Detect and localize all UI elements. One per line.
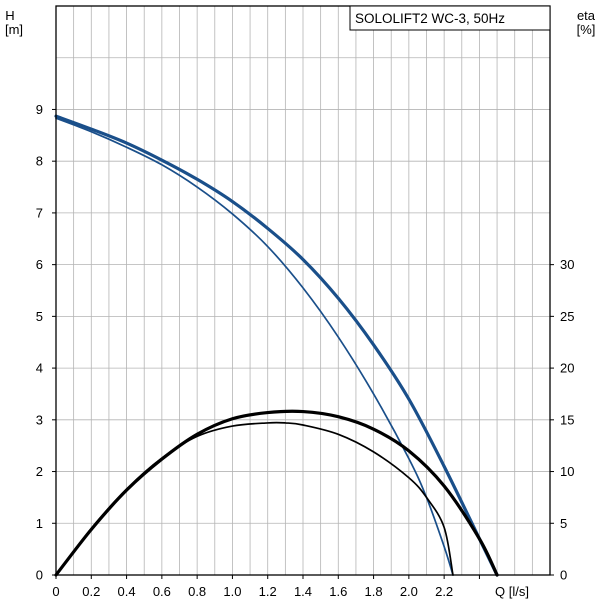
x-tick-label: 0.4 [118, 584, 136, 599]
y-axis-right-title: eta [577, 8, 596, 23]
legend-box: SOLOLIFT2 WC-3, 50Hz [349, 5, 551, 31]
x-tick-label: 2.0 [400, 584, 418, 599]
y-left-tick-label: 0 [36, 568, 43, 583]
x-tick-label: 1.8 [365, 584, 383, 599]
y-right-tick-label: 15 [560, 412, 574, 427]
y-axis-left-unit: [m] [5, 22, 23, 37]
x-tick-label: 0.6 [153, 584, 171, 599]
x-tick-label: 0.8 [188, 584, 206, 599]
y-left-tick-label: 9 [36, 102, 43, 117]
y-right-tick-label: 5 [560, 516, 567, 531]
y-left-tick-label: 1 [36, 516, 43, 531]
y-left-tick-label: 4 [36, 361, 43, 376]
y-right-tick-label: 25 [560, 309, 574, 324]
y-left-tick-label: 8 [36, 154, 43, 169]
efficiency-curve-thin [55, 421, 454, 576]
y-left-tick-label: 5 [36, 309, 43, 324]
y-left-tick-label: 2 [36, 464, 43, 479]
y-right-tick-label: 30 [560, 257, 574, 272]
chart-title: SOLOLIFT2 WC-3, 50Hz [355, 11, 505, 26]
x-tick-label: 1.6 [329, 584, 347, 599]
x-tick-label: 1.2 [259, 584, 277, 599]
x-tick-label: 2.2 [435, 584, 453, 599]
x-tick-label: 1.4 [294, 584, 312, 599]
y-right-tick-label: 0 [560, 568, 567, 583]
y-left-tick-label: 7 [36, 205, 43, 220]
legend-frame [349, 5, 551, 31]
grid-lines [56, 6, 550, 575]
head-curve-thin [55, 117, 454, 576]
y-right-tick-label: 20 [560, 361, 574, 376]
tick-layer: 0 0.2 0.4 0.6 0.8 1.0 1.2 1.4 1.6 1.8 2.0 2.2 0 1 2 3 4 5… [36, 102, 575, 599]
y-axis-left-title: H [5, 8, 14, 23]
y-right-tick-label: 10 [560, 464, 574, 479]
y-axis-right-unit: [%] [577, 22, 596, 37]
x-tick-label: 0.2 [82, 584, 100, 599]
y-left-tick-label: 6 [36, 257, 43, 272]
x-tick-label: 1.0 [223, 584, 241, 599]
curve-layer [54, 114, 499, 577]
x-axis-title: Q [l/s] [495, 584, 529, 599]
x-tick-label: 0 [52, 584, 59, 599]
y-left-tick-label: 3 [36, 412, 43, 427]
head-curve-thick [54, 114, 499, 577]
